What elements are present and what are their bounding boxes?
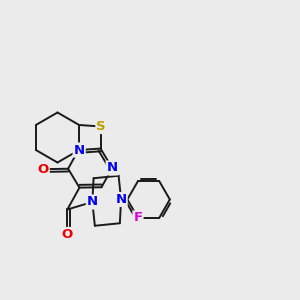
Text: N: N xyxy=(116,193,127,206)
Text: O: O xyxy=(38,163,49,176)
Text: N: N xyxy=(87,196,98,208)
Text: N: N xyxy=(74,143,85,157)
Text: N: N xyxy=(106,161,118,175)
Text: S: S xyxy=(96,120,106,133)
Text: F: F xyxy=(134,212,142,224)
Text: O: O xyxy=(62,228,73,241)
